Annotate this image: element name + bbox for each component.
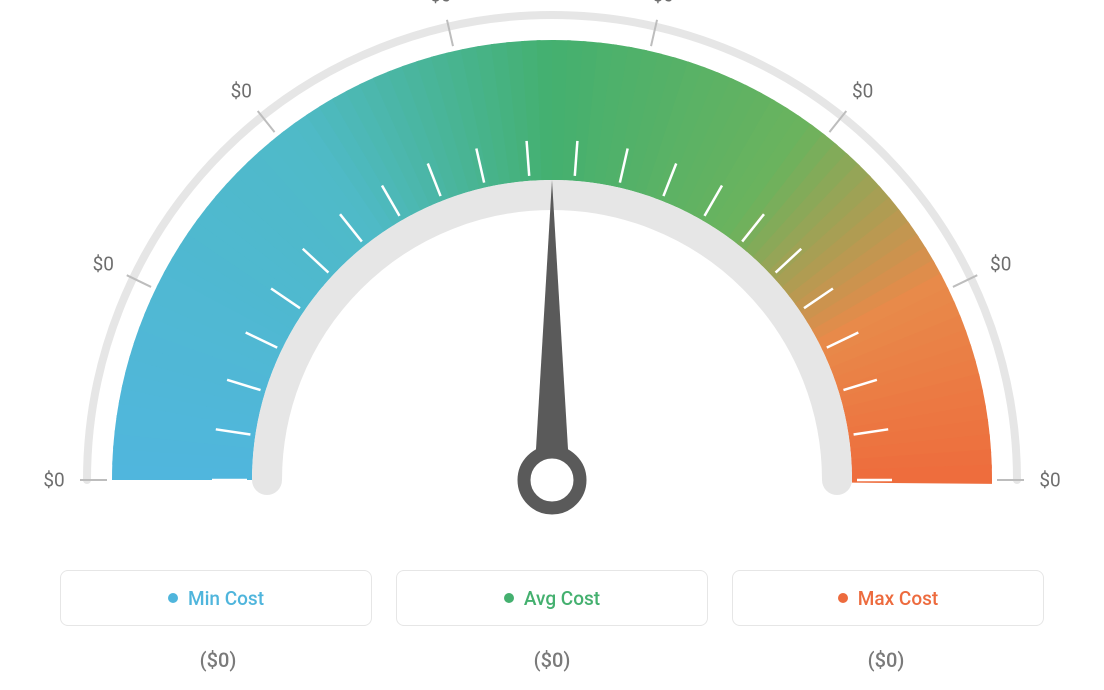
scale-label: $0 xyxy=(1039,469,1060,492)
legend-dot-icon xyxy=(168,593,178,603)
cost-value: ($0) xyxy=(397,648,707,672)
cost-value: ($0) xyxy=(731,648,1041,672)
legend-dot-icon xyxy=(838,593,848,603)
scale-label: $0 xyxy=(652,0,673,6)
legend-label: Max Cost xyxy=(858,587,938,610)
legend-label: Avg Cost xyxy=(524,587,600,610)
legend-box: Min Cost xyxy=(60,570,372,626)
value-row: ($0) ($0) ($0) xyxy=(0,648,1104,672)
legend-row: Min Cost Avg Cost Max Cost xyxy=(0,570,1104,626)
cost-value: ($0) xyxy=(63,648,373,672)
scale-label: $0 xyxy=(231,79,252,102)
scale-label: $0 xyxy=(93,253,114,276)
legend-label: Min Cost xyxy=(188,587,264,610)
legend-box: Max Cost xyxy=(732,570,1044,626)
scale-label: $0 xyxy=(430,0,451,6)
scale-label: $0 xyxy=(990,253,1011,276)
cost-gauge-chart: $0 $0 $0 $0 $0 $0 $0 $0 Min Cost Avg Cost Max Cos… xyxy=(0,0,1104,690)
scale-label: $0 xyxy=(852,79,873,102)
scale-label: $0 xyxy=(43,469,64,492)
legend-dot-icon xyxy=(504,593,514,603)
legend-box: Avg Cost xyxy=(396,570,708,626)
